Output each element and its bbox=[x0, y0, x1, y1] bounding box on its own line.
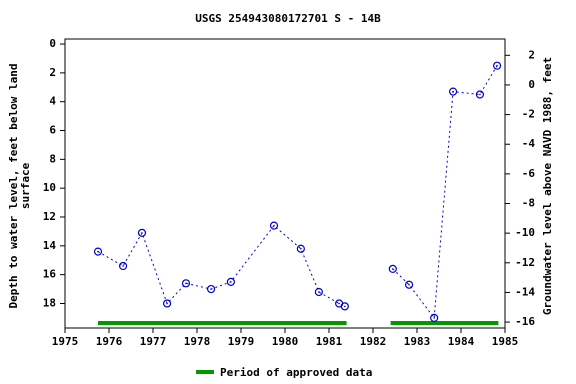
data-point bbox=[340, 302, 349, 311]
x-tick-label: 1982 bbox=[360, 335, 387, 348]
y-tick-label: 2 bbox=[49, 66, 56, 79]
y-tick-label: 12 bbox=[43, 210, 56, 223]
data-point-center bbox=[338, 302, 340, 305]
data-point bbox=[137, 228, 147, 237]
data-point-center bbox=[408, 283, 410, 286]
data-point-center bbox=[300, 247, 302, 250]
x-tick-label: 1978 bbox=[184, 335, 211, 348]
x-tick-label: 1985 bbox=[492, 335, 519, 348]
data-point bbox=[314, 287, 323, 297]
data-point bbox=[269, 221, 279, 230]
data-point-center bbox=[210, 288, 212, 290]
data-point-center bbox=[230, 281, 232, 283]
data-point-center bbox=[318, 291, 320, 293]
data-point-center bbox=[392, 268, 394, 270]
y-tick-label: 6 bbox=[49, 124, 56, 137]
data-point-center bbox=[479, 93, 481, 96]
y2-tick-label: 2 bbox=[528, 48, 535, 61]
data-point bbox=[492, 61, 502, 70]
y-tick-label: 16 bbox=[43, 268, 57, 281]
x-tick-label: 1984 bbox=[448, 335, 475, 348]
data-point-center bbox=[166, 302, 168, 305]
data-point bbox=[162, 299, 172, 308]
y2-axis-label: Groundwater level above NAVD 1988, feet bbox=[541, 57, 554, 315]
data-point bbox=[475, 90, 485, 99]
x-tick-label: 1980 bbox=[272, 335, 299, 348]
data-point-center bbox=[185, 282, 187, 285]
x-tick-label: 1975 bbox=[52, 335, 79, 348]
y-tick-label: 14 bbox=[43, 239, 57, 252]
data-point-center bbox=[273, 224, 275, 227]
data-point bbox=[206, 284, 216, 294]
y-tick-label: 18 bbox=[43, 296, 56, 309]
y2-tick-label: -6 bbox=[522, 167, 536, 180]
data-point bbox=[296, 244, 305, 253]
data-point-center bbox=[433, 317, 435, 319]
data-point-center bbox=[452, 90, 454, 93]
y-tick-label: 10 bbox=[43, 181, 56, 194]
y2-tick-label: -8 bbox=[522, 197, 535, 210]
x-tick-label: 1976 bbox=[96, 335, 123, 348]
data-point-center bbox=[344, 305, 346, 308]
data-point-center bbox=[141, 232, 143, 234]
legend-label: Period of approved data bbox=[220, 366, 372, 379]
y2-tick-label: -16 bbox=[515, 315, 535, 328]
data-point bbox=[118, 261, 128, 271]
y2-tick-label: -4 bbox=[522, 137, 536, 150]
x-tick-label: 1979 bbox=[228, 335, 255, 348]
y2-tick-label: -2 bbox=[522, 108, 535, 121]
plot-frame bbox=[64, 38, 506, 329]
y-tick-label: 0 bbox=[49, 37, 56, 50]
y-tick-label: 8 bbox=[49, 152, 56, 165]
x-tick-label: 1977 bbox=[140, 335, 167, 348]
x-tick-label: 1981 bbox=[316, 335, 343, 348]
y-axis-label: Depth to water level, feet below land bbox=[7, 63, 20, 308]
y-tick-label: 4 bbox=[49, 95, 56, 108]
y2-tick-label: -12 bbox=[515, 256, 535, 269]
data-point bbox=[430, 313, 439, 323]
data-point bbox=[226, 277, 235, 286]
y-axis-label: surface bbox=[19, 162, 32, 209]
data-point bbox=[404, 280, 414, 289]
data-point bbox=[388, 264, 397, 274]
data-point-center bbox=[97, 250, 99, 253]
data-point-center bbox=[122, 265, 124, 267]
y2-tick-label: -14 bbox=[515, 285, 535, 298]
data-point bbox=[93, 247, 103, 256]
y2-tick-label: 0 bbox=[528, 78, 535, 91]
chart-title: USGS 254943080172701 S - 14B bbox=[195, 12, 381, 25]
data-point-center bbox=[496, 64, 498, 67]
data-point bbox=[181, 279, 191, 288]
data-point bbox=[448, 87, 458, 96]
y2-tick-label: -10 bbox=[515, 226, 535, 239]
x-tick-label: 1983 bbox=[404, 335, 431, 348]
series-line bbox=[97, 65, 498, 320]
